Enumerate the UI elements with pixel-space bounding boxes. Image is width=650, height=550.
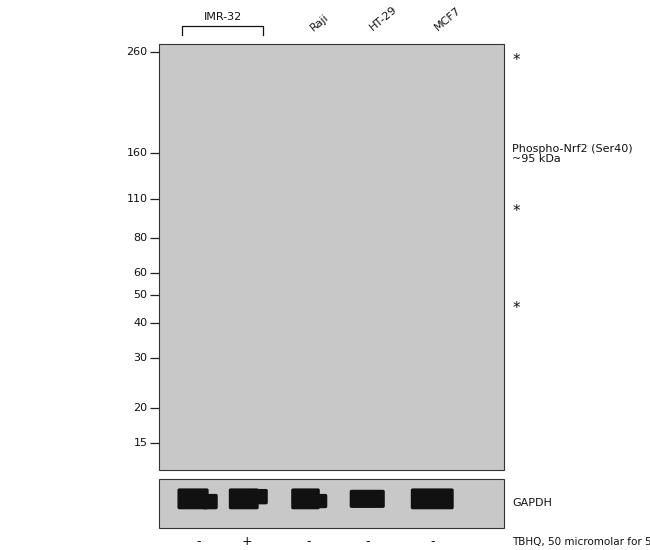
FancyBboxPatch shape — [350, 490, 385, 508]
Text: 60: 60 — [133, 268, 148, 278]
Text: *: * — [512, 300, 520, 316]
Text: 80: 80 — [133, 233, 148, 243]
Text: 30: 30 — [133, 353, 148, 363]
Text: TBHQ, 50 micromolar for 5h: TBHQ, 50 micromolar for 5h — [512, 537, 650, 547]
Text: ~95 kDa: ~95 kDa — [512, 155, 561, 164]
Text: 20: 20 — [133, 403, 148, 412]
FancyBboxPatch shape — [252, 489, 268, 504]
Text: +: + — [242, 535, 252, 548]
Text: 160: 160 — [127, 148, 148, 158]
Text: MCF7: MCF7 — [432, 6, 462, 33]
Text: 40: 40 — [133, 317, 148, 328]
Text: IMR-32: IMR-32 — [203, 12, 242, 22]
FancyBboxPatch shape — [313, 494, 327, 508]
FancyBboxPatch shape — [414, 491, 437, 500]
Text: *: * — [512, 53, 520, 68]
Text: 110: 110 — [127, 194, 148, 204]
FancyBboxPatch shape — [229, 488, 259, 509]
Text: GAPDH: GAPDH — [512, 498, 552, 508]
Text: 260: 260 — [126, 47, 148, 57]
Bar — [159, 478, 504, 528]
Text: Phospho-Nrf2 (Ser40): Phospho-Nrf2 (Ser40) — [512, 144, 633, 153]
Text: -: - — [196, 535, 200, 548]
Text: 50: 50 — [133, 290, 148, 300]
FancyBboxPatch shape — [202, 494, 218, 509]
Text: -: - — [365, 535, 369, 548]
Text: -: - — [307, 535, 311, 548]
Text: 15: 15 — [133, 438, 148, 448]
Text: Raji: Raji — [309, 12, 331, 33]
Text: *: * — [512, 204, 520, 219]
FancyBboxPatch shape — [177, 488, 209, 509]
FancyBboxPatch shape — [291, 488, 320, 509]
Text: -: - — [430, 535, 434, 548]
Text: HT-29: HT-29 — [367, 4, 398, 33]
Bar — [159, 44, 504, 470]
FancyBboxPatch shape — [411, 488, 454, 509]
